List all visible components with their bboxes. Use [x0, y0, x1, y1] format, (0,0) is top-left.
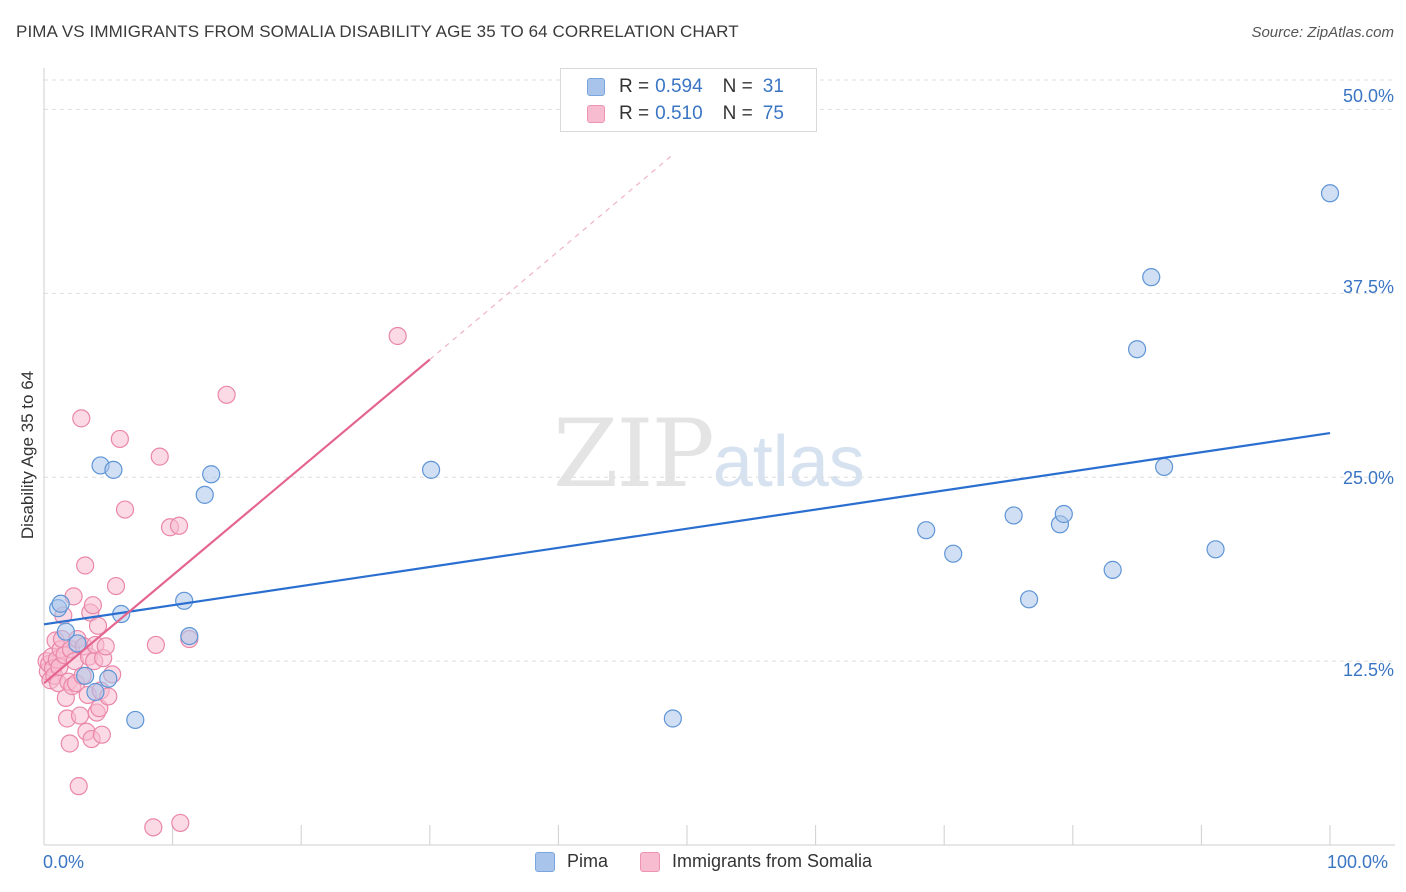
- y-axis-label: Disability Age 35 to 64: [18, 370, 37, 540]
- pima-point: [1103, 560, 1122, 579]
- pima-trend-line: [43, 431, 1331, 626]
- somalia-point: [388, 326, 407, 346]
- source-label: Source: ZipAtlas.com: [1251, 24, 1394, 41]
- watermark-atlas: atlas: [712, 422, 865, 502]
- pima-point: [663, 709, 682, 728]
- pima-point: [51, 594, 70, 613]
- y-tick-label-50: 50.0%: [1342, 86, 1394, 106]
- pima-point: [917, 521, 936, 540]
- pima-point: [1320, 184, 1340, 203]
- pima-point: [944, 544, 963, 563]
- pima-point: [126, 710, 145, 730]
- pima-r-value: 0.594: [655, 76, 703, 97]
- x-tick-label-0: 0.0%: [43, 852, 85, 872]
- watermark-zip: ZIP: [553, 400, 715, 509]
- somalia-point: [60, 734, 79, 753]
- y-tick-label-12-5: 12.5%: [1342, 660, 1394, 680]
- pima-point: [104, 460, 123, 479]
- pima-point: [1155, 457, 1174, 477]
- pima-point: [1127, 340, 1147, 359]
- x-tick-label-100: 100.0%: [1327, 852, 1389, 872]
- pima-n-value: 31: [762, 76, 784, 97]
- somalia-point: [169, 516, 189, 535]
- legend-item-pima: Pima: [535, 851, 608, 872]
- somalia-point: [146, 635, 165, 655]
- pima-point: [76, 666, 95, 685]
- chart-title: PIMA VS IMMIGRANTS FROM SOMALIA DISABILI…: [16, 22, 739, 41]
- pima-point: [56, 622, 75, 641]
- somalia-swatch: [587, 105, 605, 123]
- pima-point: [195, 485, 214, 504]
- pima-point: [421, 460, 441, 479]
- somalia-point: [110, 429, 129, 449]
- pima-point: [202, 465, 221, 484]
- somalia-point: [171, 813, 190, 833]
- correlation-legend: R = 0.594 N = 31 R = 0.510 N = 75: [560, 68, 817, 132]
- somalia-trend-line: [43, 358, 431, 685]
- pima-legend-label: Pima: [567, 851, 609, 871]
- n-label: N =: [722, 103, 753, 124]
- y-tick-label-37-5: 37.5%: [1342, 277, 1394, 297]
- pima-point: [1054, 504, 1073, 524]
- somalia-legend-label: Immigrants from Somalia: [672, 851, 873, 871]
- pima-point: [68, 634, 87, 653]
- n-label: N =: [722, 76, 753, 97]
- somalia-r-value: 0.510: [655, 103, 703, 124]
- legend-row-somalia: R = 0.510 N = 75: [587, 101, 784, 127]
- pima-swatch: [587, 78, 605, 96]
- pima-point: [1142, 268, 1161, 287]
- pima-legend-swatch: [535, 851, 555, 872]
- y-tick-label-25: 25.0%: [1342, 468, 1394, 488]
- somalia-point: [217, 385, 236, 404]
- somalia-point: [72, 409, 91, 428]
- series-legend: Pima Immigrants from Somalia: [535, 851, 904, 872]
- legend-row-pima: R = 0.594 N = 31: [587, 74, 784, 100]
- somalia-point: [70, 706, 90, 725]
- somalia-n-value: 75: [762, 103, 784, 124]
- somalia-point: [115, 500, 135, 519]
- pima-point: [180, 626, 199, 646]
- pima-point: [175, 591, 194, 610]
- somalia-point: [144, 818, 163, 837]
- somalia-point: [69, 777, 88, 796]
- pima-point: [99, 669, 118, 688]
- r-label: R =: [619, 76, 650, 97]
- somalia-point: [83, 596, 102, 615]
- zipatlas-watermark: ZIPatlas: [553, 400, 865, 509]
- somalia-point: [96, 637, 115, 656]
- r-label: R =: [619, 103, 650, 124]
- somalia-legend-swatch: [640, 851, 661, 872]
- somalia-trend-extension: [429, 153, 675, 360]
- somalia-point: [150, 447, 169, 466]
- somalia-point: [106, 576, 126, 596]
- somalia-point: [76, 556, 95, 575]
- legend-item-somalia: Immigrants from Somalia: [640, 851, 872, 872]
- pima-point: [1019, 590, 1039, 609]
- somalia-point: [92, 725, 111, 744]
- pima-point: [1004, 506, 1023, 525]
- pima-point: [86, 682, 105, 702]
- pima-point: [1206, 540, 1225, 559]
